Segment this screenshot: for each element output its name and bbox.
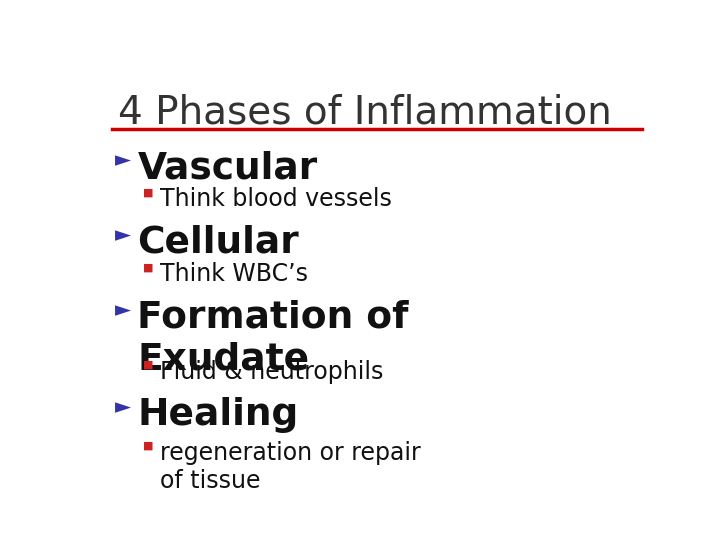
Text: Healing: Healing [138,397,299,434]
Text: 4 Phases of Inflammation: 4 Phases of Inflammation [118,94,612,132]
Text: Think WBC’s: Think WBC’s [160,262,307,286]
Text: ►: ► [115,225,131,245]
Text: Fluid & neutrophils: Fluid & neutrophils [160,360,383,384]
Text: regeneration or repair
of tissue: regeneration or repair of tissue [160,441,420,493]
Text: ■: ■ [143,360,153,370]
Text: ■: ■ [143,441,153,451]
Text: ►: ► [115,150,131,170]
Text: Formation of
Exudate: Formation of Exudate [138,300,409,377]
Text: Cellular: Cellular [138,225,300,261]
Text: Think blood vessels: Think blood vessels [160,187,392,212]
Text: ►: ► [115,300,131,320]
Text: ►: ► [115,397,131,417]
Text: ■: ■ [143,187,153,198]
Text: Vascular: Vascular [138,150,318,186]
Text: ■: ■ [143,262,153,272]
